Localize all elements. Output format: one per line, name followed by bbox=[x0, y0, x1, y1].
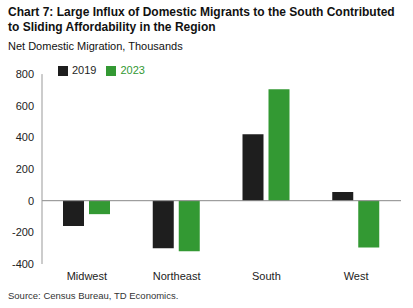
svg-text:Midwest: Midwest bbox=[67, 270, 107, 282]
html-text:2023: 2023 bbox=[120, 64, 145, 76]
svg-text:Northeast: Northeast bbox=[153, 270, 201, 282]
svg-text:-400: -400 bbox=[12, 258, 34, 270]
svg-text:0: 0 bbox=[28, 195, 34, 207]
svg-text:200: 200 bbox=[16, 163, 34, 175]
svg-text:South: South bbox=[252, 270, 281, 282]
html-text:Source: Census Bureau, TD Econ: Source: Census Bureau, TD Economics. bbox=[8, 290, 179, 301]
html-text:Net Domestic Migration, Thousa: Net Domestic Migration, Thousands bbox=[8, 40, 183, 52]
svg-text:600: 600 bbox=[16, 100, 34, 112]
svg-text:800: 800 bbox=[16, 68, 34, 80]
html-text:2019: 2019 bbox=[72, 64, 97, 76]
html-text:Chart 7: Large Influx of Domes: Chart 7: Large Influx of Domestic Migran… bbox=[8, 5, 395, 34]
svg-text:West: West bbox=[344, 270, 369, 282]
svg-text:-200: -200 bbox=[12, 226, 34, 238]
svg-text:400: 400 bbox=[16, 131, 34, 143]
